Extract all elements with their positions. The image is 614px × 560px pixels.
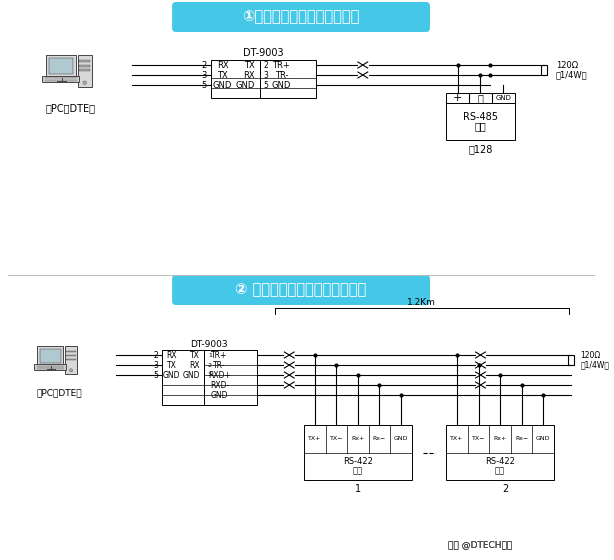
Bar <box>79 60 90 62</box>
Text: 3: 3 <box>154 361 158 370</box>
Text: TR+: TR+ <box>273 60 290 69</box>
Text: 5: 5 <box>263 81 268 90</box>
Text: Rx+: Rx+ <box>351 436 365 441</box>
Text: 头条 @DTECH帮特: 头条 @DTECH帮特 <box>448 540 513 549</box>
Bar <box>446 425 554 480</box>
Text: TX: TX <box>244 60 255 69</box>
Text: RX: RX <box>189 361 200 370</box>
Bar <box>49 58 73 74</box>
Text: 3: 3 <box>201 71 207 80</box>
Text: 至128: 至128 <box>468 144 492 154</box>
Bar <box>161 350 204 405</box>
Text: RX: RX <box>217 60 228 69</box>
Text: Rx−: Rx− <box>515 436 528 441</box>
Text: RXD+: RXD+ <box>208 371 231 380</box>
Text: 5: 5 <box>154 371 158 380</box>
Text: TR+: TR+ <box>211 351 228 360</box>
Text: Rx−: Rx− <box>373 436 386 441</box>
Text: 2: 2 <box>208 362 212 367</box>
Text: 设备: 设备 <box>353 466 363 476</box>
Text: 3: 3 <box>263 71 268 80</box>
Circle shape <box>69 369 72 372</box>
Text: RS-422: RS-422 <box>485 457 515 466</box>
Bar <box>542 65 547 75</box>
Text: +: + <box>453 93 462 103</box>
Bar <box>34 364 66 370</box>
Bar <box>77 55 91 87</box>
Bar <box>66 358 76 360</box>
Text: RX: RX <box>166 351 177 360</box>
Bar <box>79 65 90 67</box>
Text: TX: TX <box>217 71 228 80</box>
FancyBboxPatch shape <box>172 2 430 32</box>
Text: 头条 @DTECH帮特: 头条 @DTECH帮特 <box>448 540 513 549</box>
Text: 2: 2 <box>201 60 206 69</box>
Bar <box>46 55 76 78</box>
Text: RS-485: RS-485 <box>463 111 498 122</box>
FancyBboxPatch shape <box>172 275 430 305</box>
Text: DT-9003: DT-9003 <box>243 48 284 58</box>
Bar <box>211 60 260 98</box>
Text: ② 主从半双工通讯（点对多点）: ② 主从半双工通讯（点对多点） <box>235 282 367 297</box>
Text: （PC或DTE）: （PC或DTE） <box>45 103 96 113</box>
Circle shape <box>83 81 87 85</box>
Text: －: － <box>478 93 483 103</box>
Bar <box>79 69 90 71</box>
Text: TX−: TX− <box>472 436 485 441</box>
Bar <box>37 346 63 366</box>
Text: （1/4W）: （1/4W） <box>580 361 610 370</box>
Text: GND: GND <box>495 95 511 101</box>
Text: （1/4W）: （1/4W） <box>556 71 588 80</box>
Text: 1: 1 <box>355 484 361 494</box>
Text: GND: GND <box>394 436 408 441</box>
Text: TX−: TX− <box>330 436 343 441</box>
Text: 2: 2 <box>263 60 268 69</box>
Bar <box>260 60 316 98</box>
Text: 1: 1 <box>208 352 212 357</box>
Text: 2: 2 <box>502 484 508 494</box>
Text: RX: RX <box>243 71 255 80</box>
Text: TR-: TR- <box>214 361 226 370</box>
Text: GND: GND <box>236 81 255 90</box>
Text: TX: TX <box>190 351 200 360</box>
Text: RXD-: RXD- <box>210 380 229 390</box>
Bar <box>66 351 76 352</box>
Text: 3: 3 <box>208 372 212 377</box>
Bar <box>304 425 412 480</box>
Text: TR-: TR- <box>274 71 288 80</box>
Text: 2: 2 <box>154 351 158 360</box>
Text: GND: GND <box>213 81 232 90</box>
Text: GND: GND <box>163 371 181 380</box>
Text: TX: TX <box>166 361 177 370</box>
Text: ①主从半双工通讯（点对点）: ①主从半双工通讯（点对点） <box>243 10 360 25</box>
Text: Rx+: Rx+ <box>494 436 507 441</box>
Text: GND: GND <box>211 390 228 399</box>
Bar <box>446 103 515 140</box>
Text: 120Ω: 120Ω <box>556 60 578 69</box>
Text: 120Ω: 120Ω <box>580 351 600 360</box>
Text: TX+: TX+ <box>308 436 322 441</box>
Text: GND: GND <box>536 436 551 441</box>
Text: TX+: TX+ <box>450 436 464 441</box>
Bar <box>40 348 61 362</box>
Text: 设备: 设备 <box>475 122 486 132</box>
Bar <box>66 354 76 356</box>
Text: DT-9003: DT-9003 <box>190 339 228 348</box>
Bar <box>65 346 77 374</box>
Text: （PC或DTE）: （PC或DTE） <box>36 389 82 398</box>
Bar <box>568 355 573 365</box>
Bar <box>446 93 515 103</box>
Text: GND: GND <box>182 371 200 380</box>
Text: 5: 5 <box>201 81 206 90</box>
Text: 1.2Km: 1.2Km <box>407 297 436 306</box>
Text: 设备: 设备 <box>495 466 505 476</box>
Text: GND: GND <box>272 81 291 90</box>
Bar <box>204 350 257 405</box>
Text: RS-422: RS-422 <box>343 457 373 466</box>
Bar <box>42 76 79 82</box>
